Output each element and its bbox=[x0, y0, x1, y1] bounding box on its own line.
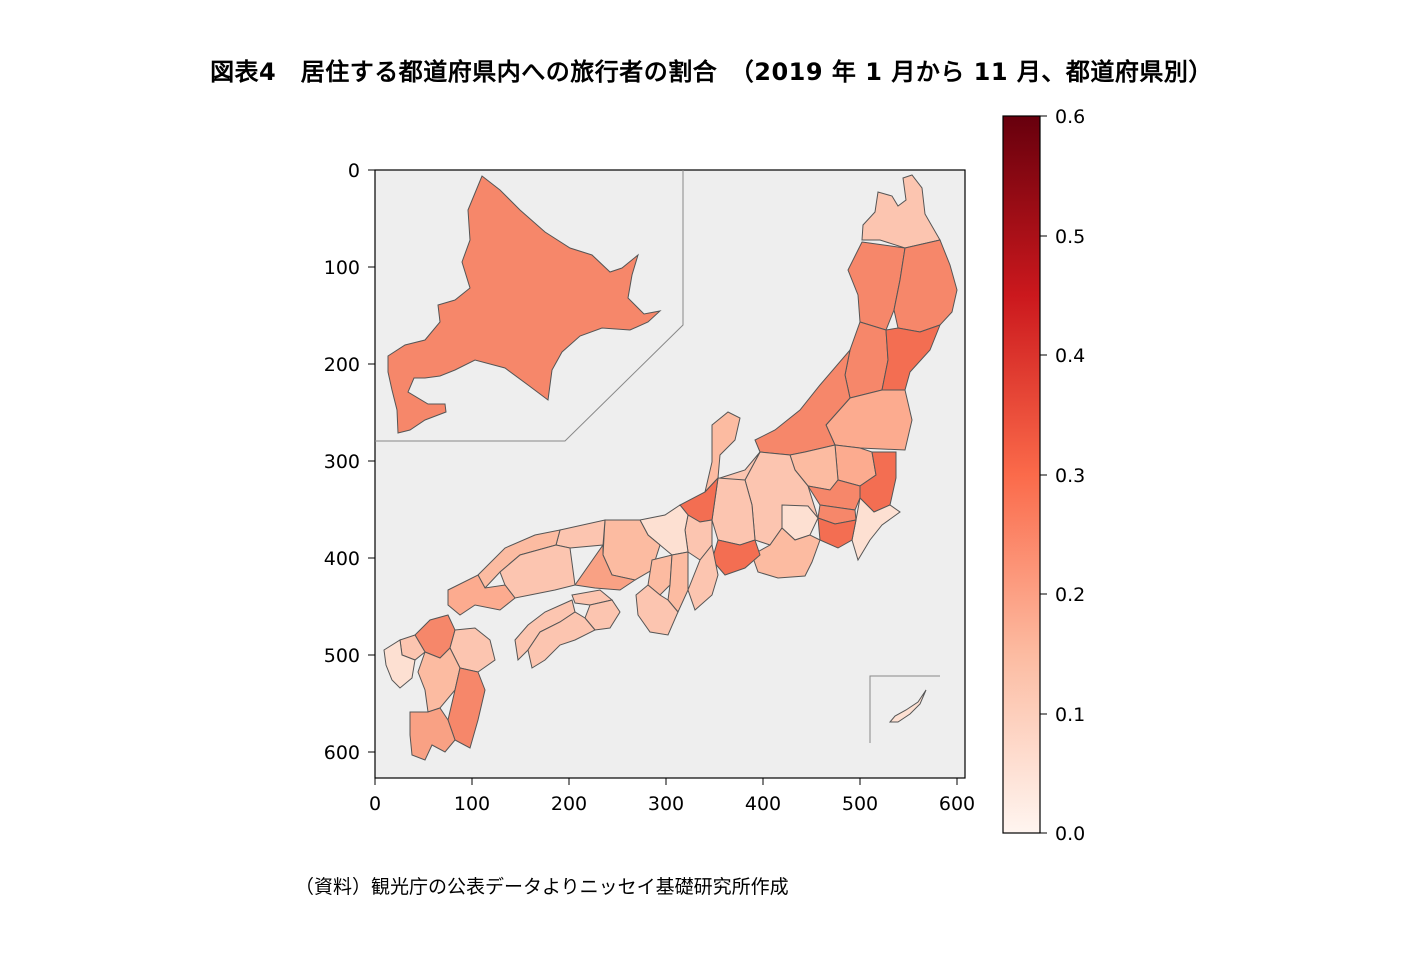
y-axis: 0 100 200 300 400 500 600 bbox=[324, 160, 375, 764]
region-osaka bbox=[647, 554, 673, 596]
colorbar-tick-label: 0.0 bbox=[1055, 823, 1085, 845]
region-kumamoto bbox=[417, 647, 461, 713]
region-kochi bbox=[527, 611, 596, 669]
region-miyazaki bbox=[447, 667, 486, 749]
x-axis: 0 100 200 300 400 500 600 bbox=[369, 778, 975, 815]
colorbar-tick-label: 0.3 bbox=[1055, 465, 1085, 487]
map-regions bbox=[375, 170, 958, 761]
chart-title: 図表4 居住する都道府県内への旅行者の割合 （2019 年 1 月から 11 月… bbox=[210, 58, 1213, 86]
colorbar-tick-label: 0.5 bbox=[1055, 226, 1085, 248]
x-tick-label: 400 bbox=[745, 793, 781, 815]
colorbar-tick-label: 0.2 bbox=[1055, 584, 1085, 606]
y-tick-label: 0 bbox=[348, 160, 360, 182]
x-tick-label: 100 bbox=[454, 793, 490, 815]
source-note: （資料）観光庁の公表データよりニッセイ基礎研究所作成 bbox=[295, 876, 789, 898]
region-nagasaki bbox=[383, 639, 416, 689]
region-okayama bbox=[574, 543, 637, 591]
y-tick-label: 300 bbox=[324, 451, 360, 473]
colorbar-tick-label: 0.1 bbox=[1055, 704, 1085, 726]
y-tick-label: 100 bbox=[324, 257, 360, 279]
region-miyagi bbox=[881, 324, 941, 391]
x-tick-label: 0 bbox=[369, 793, 381, 815]
colorbar-gradient bbox=[1002, 115, 1041, 834]
region-yamaguchi bbox=[447, 574, 516, 616]
x-tick-label: 600 bbox=[939, 793, 975, 815]
hokkaido-inset-frame bbox=[375, 170, 684, 442]
y-tick-label: 200 bbox=[324, 354, 360, 376]
x-tick-label: 500 bbox=[842, 793, 878, 815]
region-okinawa bbox=[888, 689, 927, 723]
region-kagoshima bbox=[409, 707, 456, 761]
region-ishikawa bbox=[704, 411, 741, 494]
x-tick-label: 200 bbox=[551, 793, 587, 815]
region-hokkaido bbox=[387, 175, 662, 434]
okinawa-inset-frame bbox=[869, 675, 940, 743]
y-tick-label: 400 bbox=[324, 548, 360, 570]
colorbar-tick-label: 0.4 bbox=[1055, 345, 1085, 367]
region-shizuoka bbox=[751, 527, 821, 579]
region-wakayama bbox=[635, 584, 679, 636]
colorbar: 0.0 0.1 0.2 0.3 0.4 0.5 0.6 bbox=[1002, 106, 1085, 845]
colorbar-tick-label: 0.6 bbox=[1055, 106, 1085, 128]
y-tick-label: 600 bbox=[324, 742, 360, 764]
y-tick-label: 500 bbox=[324, 645, 360, 667]
region-aomori bbox=[861, 174, 941, 249]
x-tick-label: 300 bbox=[648, 793, 684, 815]
